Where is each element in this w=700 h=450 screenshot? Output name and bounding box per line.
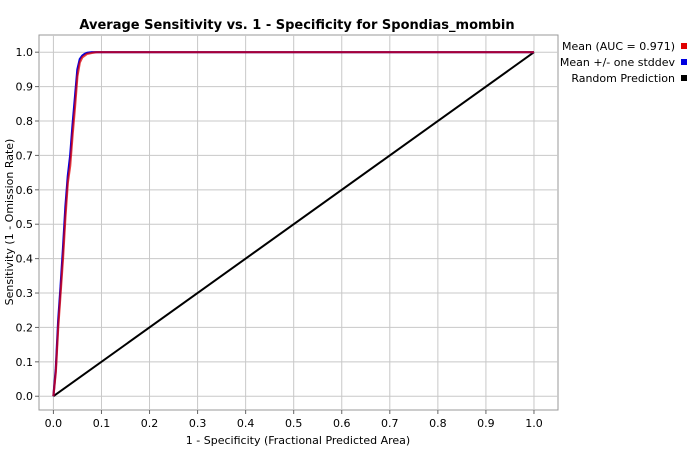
series-line-2 bbox=[52, 51, 535, 398]
y-tick-label: 0.5 bbox=[16, 218, 34, 231]
x-tick-label: 0.0 bbox=[45, 417, 63, 430]
y-tick-label: 0.3 bbox=[16, 287, 34, 300]
legend-label-1: Mean +/- one stddev bbox=[560, 56, 676, 69]
legend-swatch-2 bbox=[681, 75, 687, 81]
legend-swatch-0 bbox=[681, 43, 687, 49]
x-tick-label: 0.6 bbox=[333, 417, 351, 430]
x-tick-label: 0.7 bbox=[381, 417, 399, 430]
grid bbox=[39, 35, 558, 410]
x-tick-label: 0.1 bbox=[93, 417, 111, 430]
x-tick-label: 0.3 bbox=[189, 417, 207, 430]
series-line-0 bbox=[52, 51, 534, 397]
y-tick-label: 0.8 bbox=[16, 115, 34, 128]
legend-label-2: Random Prediction bbox=[571, 72, 675, 85]
x-axis-label: 1 - Specificity (Fractional Predicted Ar… bbox=[186, 434, 410, 447]
y-tick-label: 0.2 bbox=[16, 321, 34, 334]
series-lines bbox=[52, 51, 535, 398]
y-tick-label: 0.6 bbox=[16, 184, 34, 197]
y-tick-label: 0.7 bbox=[16, 149, 34, 162]
y-tick-label: 0.4 bbox=[16, 253, 34, 266]
legend: Mean (AUC = 0.971) Mean +/- one stddev Ran… bbox=[560, 40, 687, 85]
legend-swatch-1 bbox=[681, 59, 687, 65]
y-tick-label: 0.1 bbox=[16, 356, 34, 369]
x-tick-label: 1.0 bbox=[525, 417, 543, 430]
y-axis-label: Sensitivity (1 - Omission Rate) bbox=[3, 139, 16, 306]
chart-title: Average Sensitivity vs. 1 - Specificity … bbox=[79, 18, 514, 33]
y-tick-label: 0.9 bbox=[16, 81, 34, 94]
axis-ticks: 0.0 0.1 0.2 0.3 0.4 0.5 0.6 0.7 0.8 0.9 1.0 0.0 0.1 0… bbox=[16, 46, 543, 430]
x-tick-label: 0.8 bbox=[429, 417, 447, 430]
x-tick-label: 0.2 bbox=[141, 417, 159, 430]
x-tick-label: 0.5 bbox=[285, 417, 303, 430]
y-tick-label: 1.0 bbox=[16, 46, 34, 59]
legend-label-0: Mean (AUC = 0.971) bbox=[562, 40, 675, 53]
x-tick-label: 0.4 bbox=[237, 417, 255, 430]
y-tick-label: 0.0 bbox=[16, 390, 34, 403]
x-tick-label: 0.9 bbox=[477, 417, 495, 430]
